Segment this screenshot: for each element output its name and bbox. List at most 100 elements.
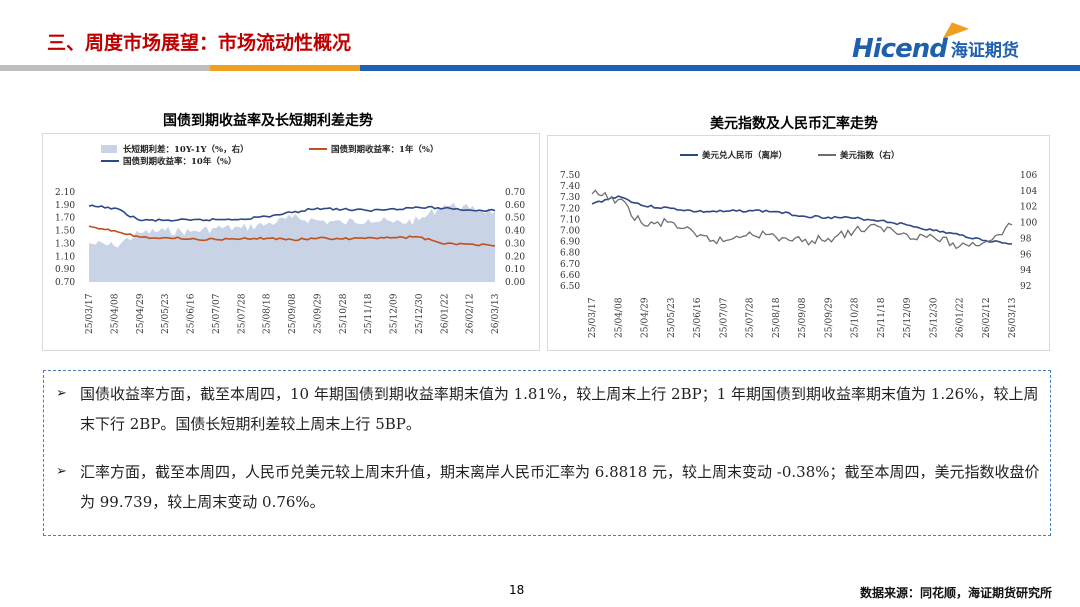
x-axis-tick-label: 25/12/30: [929, 297, 939, 338]
bullet-arrow-icon: ➢: [56, 386, 67, 401]
page-number: 18: [509, 583, 525, 597]
left-axis-tick-label: 0.90: [55, 265, 75, 275]
x-axis-tick-label: 25/12/30: [415, 293, 425, 334]
left-axis-tick-label: 7.00: [560, 227, 580, 237]
right-axis-tick-label: 92: [1020, 282, 1031, 292]
note-paragraph-rates: ➢ 国债收益率方面，截至本周四，10 年期国债到期收益率期末值为 1.81%，较…: [56, 379, 1042, 439]
right-axis-tick-label: 0.40: [505, 227, 525, 237]
left-axis-tick-label: 7.40: [560, 182, 580, 192]
x-axis-tick-label: 25/11/18: [364, 293, 374, 334]
x-axis-tick-label: 25/06/16: [187, 293, 197, 334]
series-line: [591, 189, 1013, 250]
chart1-svg: 2.10 1.90 1.70 1.50 1.30 1.10 0.90 0.70 0.70 0.60…: [55, 144, 525, 334]
left-axis-tick-label: 6.50: [560, 282, 580, 292]
legend-label: 国债到期收益率：10年（%）: [123, 156, 236, 167]
x-axis-tick-label: 26/01/22: [440, 294, 450, 334]
right-axis-tick-label: 0.70: [505, 188, 525, 198]
series-line: [88, 225, 496, 247]
right-axis-tick-label: 106: [1020, 171, 1037, 181]
left-axis-tick-label: 6.90: [560, 238, 580, 248]
page-title: 三、周度市场展望：市场流动性概况: [47, 32, 352, 54]
x-axis-tick-label: 25/10/28: [339, 293, 349, 334]
x-axis-tick-label: 26/02/12: [466, 294, 476, 334]
x-axis-tick-label: 25/03/17: [85, 293, 95, 334]
x-axis-tick-label: 25/09/08: [288, 293, 298, 334]
chart2-panel: 7.50 7.40 7.30 7.20 7.10 7.00 6.90 6.80 6.70 6.60…: [547, 135, 1050, 351]
left-axis-tick-label: 7.30: [560, 193, 580, 203]
chart1-panel: 2.10 1.90 1.70 1.50 1.30 1.10 0.90 0.70 0.70 0.60…: [42, 133, 540, 351]
left-axis-tick-label: 7.10: [560, 215, 580, 225]
x-axis-tick-label: 25/07/07: [719, 297, 729, 338]
right-axis-tick-label: 102: [1020, 203, 1037, 213]
left-axis-tick-label: 1.50: [55, 227, 75, 237]
legend-label: 美元指数（右）: [840, 150, 900, 161]
chart1-title: 国债到期收益率及长短期利差走势: [163, 113, 373, 129]
chart2-svg: 7.507.407.307.207.10 7.006.906.806.706.60…: [560, 150, 1037, 338]
x-axis-tick-label: 25/07/28: [746, 297, 756, 338]
x-axis-tick-label: 25/08/18: [263, 293, 273, 334]
left-axis-tick-label: 0.70: [55, 278, 75, 288]
series-area: [89, 202, 495, 282]
left-axis-tick-label: 6.80: [560, 249, 580, 259]
x-axis-tick-label: 25/10/28: [851, 297, 861, 338]
x-axis-tick-label: 25/09/29: [313, 293, 323, 334]
series-line: [88, 204, 496, 222]
right-axis-tick-label: 94: [1020, 266, 1032, 276]
left-axis-tick-label: 1.70: [55, 214, 75, 224]
note-text-fx: 汇率方面，截至本周四，人民币兑美元较上周末升值，期末离岸人民币汇率为 6.881…: [80, 463, 1040, 511]
chart2-title: 美元指数及人民币汇率走势: [710, 116, 878, 132]
right-axis-tick-label: 0.00: [505, 278, 525, 288]
right-axis-tick-label: 104: [1020, 187, 1037, 197]
legend-swatch: [101, 145, 117, 153]
x-axis-tick-label: 25/12/09: [390, 293, 400, 334]
left-axis-tick-label: 7.20: [560, 204, 580, 214]
left-axis-tick-label: 6.70: [560, 260, 580, 270]
x-axis-tick-label: 25/04/29: [136, 293, 146, 334]
right-axis-tick-label: 0.10: [505, 265, 525, 275]
data-source: 数据来源：同花顺，海证期货研究所: [859, 586, 1052, 600]
right-axis-tick-label: 98: [1020, 234, 1032, 244]
legend-label: 长短期利差：10Y-1Y（%，右）: [123, 144, 249, 155]
left-axis-tick-label: 1.10: [55, 252, 75, 262]
x-axis-tick-label: 26/03/13: [491, 293, 501, 334]
left-axis-tick-label: 7.50: [560, 171, 580, 181]
x-axis-tick-label: 26/02/12: [982, 298, 992, 338]
x-axis-tick-label: 26/01/22: [956, 298, 966, 338]
left-axis-tick-label: 2.10: [55, 188, 75, 198]
x-axis-tick-label: 25/06/16: [693, 297, 703, 338]
x-axis-tick-label: 25/03/17: [588, 297, 598, 338]
x-axis-tick-label: 25/04/08: [614, 297, 624, 338]
right-axis-tick-label: 100: [1020, 219, 1037, 229]
notes-box: ➢ 国债收益率方面，截至本周四，10 年期国债到期收益率期末值为 1.81%，较…: [43, 370, 1051, 536]
legend-label: 国债到期收益率：1年（%）: [331, 144, 439, 155]
right-axis-tick-label: 0.30: [505, 239, 525, 249]
x-axis-tick-label: 25/09/08: [798, 297, 808, 338]
x-axis-tick-label: 25/08/18: [772, 297, 782, 338]
x-axis-tick-label: 25/11/18: [877, 297, 887, 338]
logo-text-en: Hicend: [852, 34, 948, 64]
header-bar-orange: [210, 65, 360, 71]
note-text-rates: 国债收益率方面，截至本周四，10 年期国债到期收益率期末值为 1.81%，较上周…: [80, 385, 1039, 433]
right-axis-tick-label: 0.60: [505, 201, 525, 211]
left-axis-tick-label: 6.60: [560, 271, 580, 281]
x-axis-tick-label: 25/09/29: [824, 297, 834, 338]
x-axis-tick-label: 26/03/13: [1008, 297, 1018, 338]
bullet-arrow-icon: ➢: [56, 464, 67, 479]
x-axis-tick-label: 25/05/23: [667, 297, 677, 338]
right-axis-tick-label: 0.50: [505, 214, 525, 224]
right-axis-tick-label: 96: [1020, 250, 1032, 260]
x-axis-tick-label: 25/05/23: [161, 293, 171, 334]
x-axis-tick-label: 25/12/09: [903, 297, 913, 338]
header-bar-blue: [360, 65, 1080, 71]
right-axis-tick-label: 0.20: [505, 252, 525, 262]
left-axis-tick-label: 1.90: [55, 201, 75, 211]
x-axis-tick-label: 25/04/08: [110, 293, 120, 334]
logo-text-cn: 海证期货: [950, 41, 1019, 61]
note-paragraph-fx: ➢ 汇率方面，截至本周四，人民币兑美元较上周末升值，期末离岸人民币汇率为 6.8…: [56, 457, 1042, 517]
x-axis-tick-label: 25/07/28: [237, 293, 247, 334]
x-axis-tick-label: 25/07/07: [212, 293, 222, 334]
company-logo: Hicend 海证期货: [852, 17, 1019, 64]
series-line: [591, 195, 1013, 245]
legend-label: 美元兑人民币（离岸）: [702, 150, 787, 161]
header-bar-gray: [0, 65, 210, 71]
